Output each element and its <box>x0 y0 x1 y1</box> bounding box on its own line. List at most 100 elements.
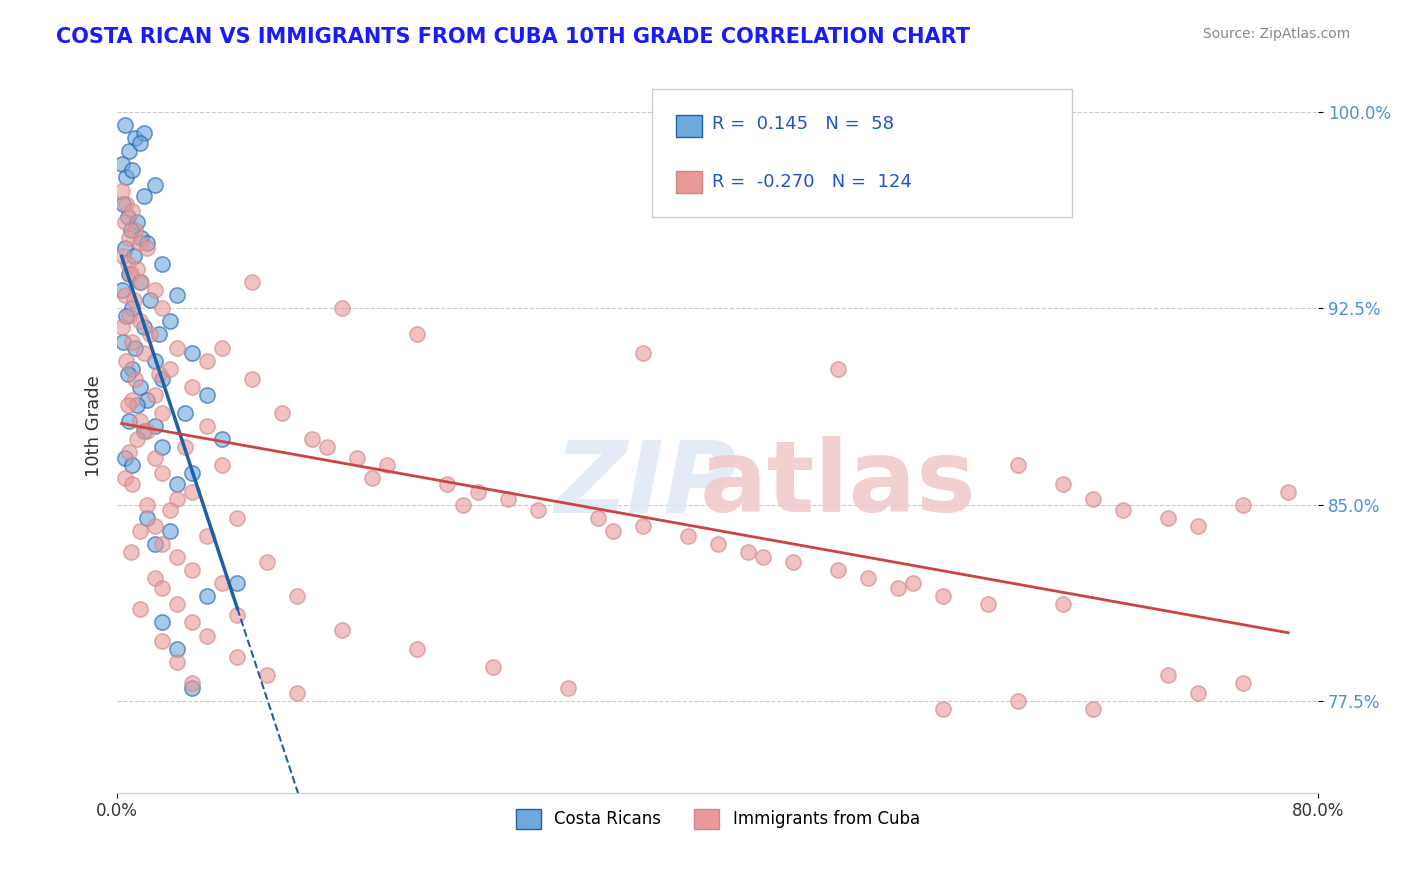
Point <box>676 529 699 543</box>
Point <box>121 476 143 491</box>
Point <box>143 353 166 368</box>
Point <box>195 388 218 402</box>
Point <box>125 398 148 412</box>
Point <box>1007 458 1029 473</box>
Point <box>150 467 173 481</box>
Point <box>114 288 136 302</box>
Point <box>124 223 146 237</box>
Point <box>121 361 143 376</box>
Point <box>128 275 150 289</box>
Point <box>166 492 188 507</box>
Point <box>128 524 150 538</box>
Point <box>148 367 170 381</box>
Text: R =  0.145   N =  58: R = 0.145 N = 58 <box>711 115 894 133</box>
Point <box>128 414 150 428</box>
Point <box>118 267 141 281</box>
Point <box>631 518 654 533</box>
Point <box>117 257 139 271</box>
Point <box>136 510 159 524</box>
Point <box>181 675 204 690</box>
Point <box>467 484 489 499</box>
Point <box>128 380 150 394</box>
Point <box>111 283 134 297</box>
Point <box>481 660 503 674</box>
Point <box>211 458 233 473</box>
Point <box>115 353 138 368</box>
Point <box>706 537 728 551</box>
Point <box>111 319 134 334</box>
Point <box>827 361 849 376</box>
Point <box>159 524 181 538</box>
Point <box>150 440 173 454</box>
Point <box>121 162 143 177</box>
Point <box>159 314 181 328</box>
Point <box>271 406 294 420</box>
Point <box>240 372 263 386</box>
Point <box>143 571 166 585</box>
Point <box>285 686 308 700</box>
Point <box>143 419 166 434</box>
Point <box>118 145 141 159</box>
Point <box>134 319 156 334</box>
Point <box>195 353 218 368</box>
Point <box>150 537 173 551</box>
Point <box>150 406 173 420</box>
Point <box>181 346 204 360</box>
Point <box>117 398 139 412</box>
Point <box>111 157 134 171</box>
Point <box>856 571 879 585</box>
Point <box>332 301 354 316</box>
Point <box>112 249 135 263</box>
FancyBboxPatch shape <box>651 89 1071 218</box>
Point <box>125 215 148 229</box>
Point <box>120 545 142 559</box>
Text: Source: ZipAtlas.com: Source: ZipAtlas.com <box>1202 27 1350 41</box>
Point <box>124 341 146 355</box>
Text: COSTA RICAN VS IMMIGRANTS FROM CUBA 10TH GRADE CORRELATION CHART: COSTA RICAN VS IMMIGRANTS FROM CUBA 10TH… <box>56 27 970 46</box>
Point <box>129 275 152 289</box>
Point <box>134 126 156 140</box>
Point <box>1081 702 1104 716</box>
Point <box>1187 686 1209 700</box>
Point <box>932 589 955 603</box>
Point <box>977 597 1000 611</box>
Point <box>406 327 429 342</box>
Point <box>118 309 141 323</box>
Point <box>150 301 173 316</box>
Point <box>1112 503 1135 517</box>
Point <box>195 419 218 434</box>
Point <box>316 440 339 454</box>
Point <box>148 327 170 342</box>
Point <box>134 188 156 202</box>
Point <box>150 257 173 271</box>
Point <box>121 458 143 473</box>
Point <box>1157 510 1180 524</box>
Point <box>120 267 142 281</box>
Point <box>173 440 195 454</box>
Point <box>166 341 188 355</box>
Text: R =  -0.270   N =  124: R = -0.270 N = 124 <box>711 173 911 191</box>
Point <box>752 549 775 564</box>
Point <box>125 262 148 277</box>
Point <box>139 293 162 308</box>
Legend: Costa Ricans, Immigrants from Cuba: Costa Ricans, Immigrants from Cuba <box>509 802 927 836</box>
Point <box>166 476 188 491</box>
Point <box>1232 675 1254 690</box>
Point <box>111 184 134 198</box>
Point <box>117 210 139 224</box>
Point <box>118 445 141 459</box>
Point <box>195 589 218 603</box>
Point <box>166 655 188 669</box>
Point <box>406 641 429 656</box>
Point <box>256 555 278 569</box>
Point <box>181 681 204 695</box>
Point <box>181 467 204 481</box>
Point <box>121 301 143 316</box>
Point <box>586 510 609 524</box>
Point <box>332 624 354 638</box>
Point <box>143 178 166 193</box>
Bar <box>676 114 702 136</box>
Point <box>737 545 759 559</box>
Point <box>1052 597 1074 611</box>
Point <box>346 450 368 465</box>
